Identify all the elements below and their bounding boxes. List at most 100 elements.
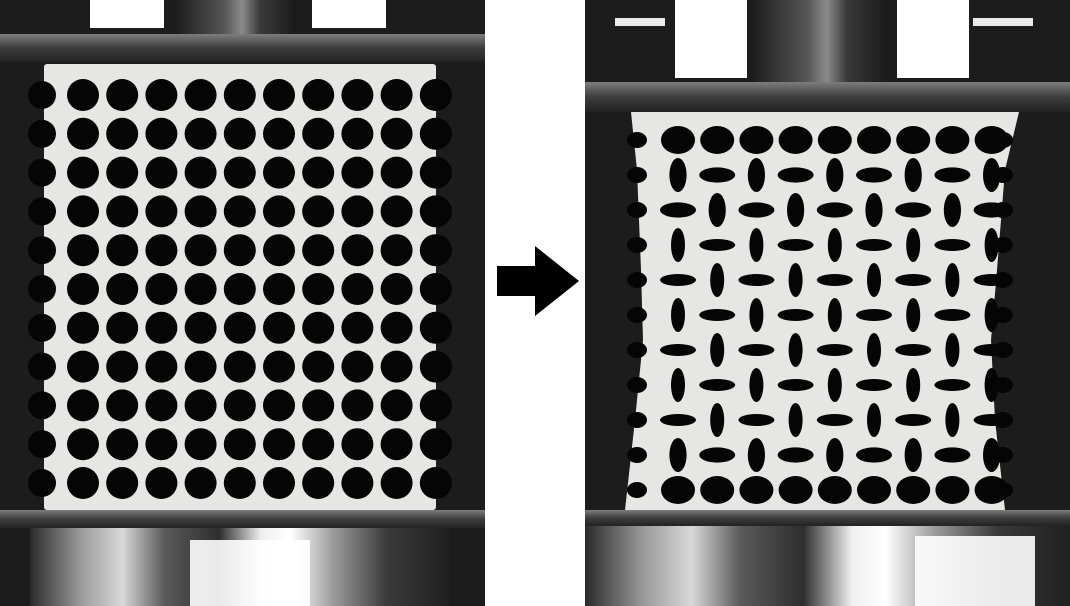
background-window — [312, 0, 386, 28]
edge-notch — [993, 307, 1013, 323]
edge-notch — [627, 377, 647, 393]
elliptical-hole — [738, 344, 775, 356]
elliptical-hole — [826, 158, 844, 192]
circular-hole — [145, 350, 178, 383]
edge-notch — [28, 236, 56, 265]
circular-hole — [184, 389, 217, 422]
edge-notch — [993, 132, 1013, 148]
elliptical-hole — [671, 298, 685, 332]
circular-hole — [263, 273, 295, 305]
circular-hole — [380, 234, 413, 267]
elliptical-hole — [710, 403, 725, 437]
guide-bar — [973, 18, 1033, 26]
circular-hole — [380, 389, 413, 422]
hole-grid — [28, 79, 452, 499]
elliptical-hole — [857, 126, 891, 154]
elliptical-hole — [856, 309, 892, 321]
edge-notch — [627, 202, 647, 218]
elliptical-hole — [778, 126, 813, 154]
circular-hole — [223, 428, 256, 461]
elliptical-hole — [660, 202, 696, 218]
upper-platen — [585, 82, 1070, 112]
circular-hole — [341, 428, 374, 461]
edge-notch — [28, 275, 56, 303]
edge-notch — [627, 447, 647, 463]
background-window — [897, 0, 969, 78]
elliptical-hole — [856, 167, 892, 183]
circular-hole — [106, 273, 139, 305]
elliptical-hole — [710, 333, 725, 367]
edge-notch — [993, 377, 1013, 393]
elliptical-hole — [749, 298, 764, 332]
edge-notch — [424, 313, 452, 342]
elliptical-hole — [943, 193, 961, 227]
elliptical-hole — [984, 298, 999, 332]
circular-hole — [67, 350, 99, 383]
circular-hole — [263, 79, 295, 111]
edge-notch — [28, 352, 56, 381]
circular-hole — [106, 234, 139, 267]
elliptical-hole — [778, 476, 813, 504]
edge-notch — [993, 272, 1013, 288]
circular-hole — [106, 467, 139, 499]
circular-hole — [341, 273, 374, 305]
elliptical-hole — [827, 228, 842, 262]
elliptical-hole — [904, 438, 922, 472]
circular-hole — [380, 428, 413, 461]
circular-hole — [223, 467, 256, 499]
elliptical-hole — [777, 309, 814, 321]
circular-hole — [184, 117, 217, 150]
circular-hole — [106, 350, 139, 383]
edge-notch — [993, 342, 1013, 358]
circular-hole — [184, 467, 217, 499]
circular-hole — [145, 156, 178, 189]
edge-notch — [627, 482, 647, 498]
edge-notch — [424, 469, 452, 497]
edge-notch — [28, 158, 56, 187]
circular-hole — [145, 195, 178, 228]
elliptical-hole — [660, 414, 696, 426]
elliptical-hole — [895, 274, 932, 286]
circular-hole — [302, 195, 335, 228]
elliptical-hole — [816, 414, 853, 426]
edge-notch — [993, 167, 1013, 183]
circular-hole — [302, 467, 335, 499]
circular-hole — [302, 79, 335, 111]
circular-hole — [341, 79, 374, 111]
elliptical-hole — [945, 333, 960, 367]
edge-notch — [627, 132, 647, 148]
elliptical-hole — [867, 333, 881, 367]
specimen-before-compression-photo — [0, 0, 485, 606]
elliptical-hole — [816, 202, 853, 218]
elliptical-hole — [699, 379, 736, 391]
elliptical-hole — [906, 298, 921, 332]
edge-notch — [424, 197, 452, 226]
edge-notch — [993, 447, 1013, 463]
elliptical-hole — [749, 228, 764, 262]
edge-notch — [627, 272, 647, 288]
circular-hole — [380, 467, 413, 499]
elliptical-hole — [788, 333, 803, 367]
edge-notch — [424, 391, 452, 420]
elliptical-hole — [935, 476, 970, 504]
elliptical-hole — [777, 167, 814, 183]
edge-notch — [424, 236, 452, 265]
edge-notch — [627, 237, 647, 253]
elliptical-hole — [816, 274, 853, 286]
circular-hole — [380, 273, 413, 305]
elliptical-hole — [671, 228, 685, 262]
elliptical-hole — [699, 447, 736, 463]
circular-hole — [223, 389, 256, 422]
circular-hole — [184, 79, 217, 111]
circular-hole — [263, 311, 295, 344]
background-window — [90, 0, 164, 28]
elliptical-hole — [935, 126, 970, 154]
load-cell-rod — [753, 0, 887, 82]
edge-notch — [28, 197, 56, 226]
elliptical-hole — [700, 126, 735, 154]
elliptical-hole — [984, 368, 999, 402]
elliptical-hole — [669, 438, 687, 472]
elliptical-hole — [777, 239, 814, 251]
elliptical-hole — [895, 414, 932, 426]
